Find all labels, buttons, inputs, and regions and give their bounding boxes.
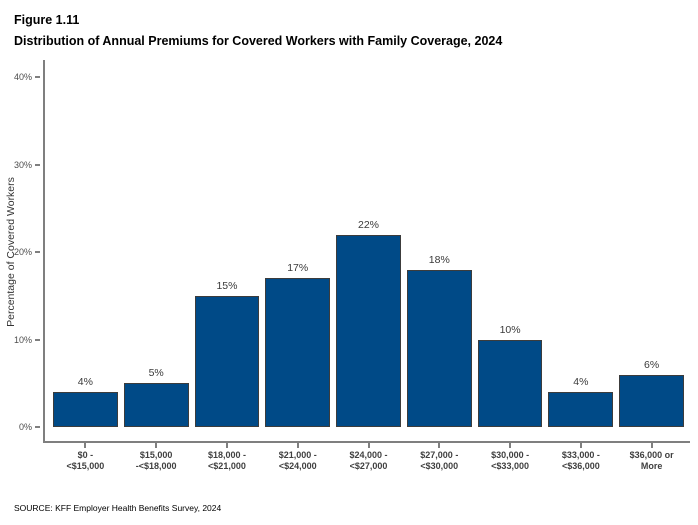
x-tick-mark bbox=[579, 443, 582, 448]
bar-6 bbox=[477, 339, 543, 427]
x-tick-mark bbox=[650, 443, 653, 448]
x-category-7: $33,000 - <$36,000 bbox=[548, 443, 613, 472]
bar-slot-3: 17% bbox=[265, 262, 331, 427]
x-category-label: $0 - <$15,000 bbox=[66, 450, 105, 471]
bar-7 bbox=[548, 392, 614, 427]
y-tick-mark bbox=[35, 163, 40, 166]
y-tick-20%: 20% bbox=[0, 247, 40, 257]
bar-slot-2: 15% bbox=[194, 279, 260, 427]
y-tick-label: 0% bbox=[18, 422, 32, 432]
x-category-3: $21,000 - <$24,000 bbox=[265, 443, 330, 472]
bar-slot-4: 22% bbox=[336, 218, 401, 427]
bar-4 bbox=[336, 234, 401, 427]
y-tick-mark bbox=[35, 426, 40, 428]
y-tick-40%: 40% bbox=[0, 72, 40, 82]
x-category-label: $30,000 - <$33,000 bbox=[491, 450, 530, 471]
x-category-1: $15,000 -<$18,000 bbox=[124, 443, 189, 472]
x-category-label: $15,000 -<$18,000 bbox=[135, 450, 177, 471]
y-tick-label: 40% bbox=[13, 72, 32, 82]
y-tick-label: 10% bbox=[13, 334, 32, 345]
bar-value-label: 18% bbox=[428, 253, 450, 266]
x-category-label: $36,000 or More bbox=[629, 450, 674, 471]
bar-value-label: 10% bbox=[499, 323, 521, 336]
bar-value-label: 15% bbox=[216, 279, 238, 292]
bar-1 bbox=[123, 383, 189, 427]
x-category-4: $24,000 - <$27,000 bbox=[336, 443, 401, 472]
bar-slot-6: 10% bbox=[477, 323, 543, 427]
bar-2 bbox=[194, 295, 260, 427]
y-tick-0%: 0% bbox=[0, 422, 40, 432]
y-tick-label: 30% bbox=[13, 159, 32, 170]
x-category-label: $33,000 - <$36,000 bbox=[561, 450, 600, 471]
x-tick-mark bbox=[367, 443, 370, 448]
bar-slot-5: 18% bbox=[406, 253, 472, 427]
source-note: SOURCE: KFF Employer Health Benefits Sur… bbox=[14, 503, 222, 513]
y-tick-mark bbox=[35, 338, 40, 341]
x-category-label: $18,000 - <$21,000 bbox=[207, 450, 246, 471]
bar-value-label: 4% bbox=[77, 376, 93, 388]
bar-value-label: 5% bbox=[148, 367, 164, 380]
x-tick-mark bbox=[296, 443, 299, 448]
x-category-0: $0 - <$15,000 bbox=[53, 443, 118, 472]
x-category-5: $27,000 - <$30,000 bbox=[407, 443, 472, 472]
x-category-label: $27,000 - <$30,000 bbox=[420, 450, 459, 471]
x-tick-mark bbox=[155, 443, 158, 448]
y-tick-label: 20% bbox=[13, 247, 32, 257]
x-category-6: $30,000 - <$33,000 bbox=[478, 443, 543, 472]
x-axis-labels: $0 - <$15,000 $15,000 -<$18,000 $18,000 - <$2… bbox=[43, 443, 690, 472]
bar-8 bbox=[619, 374, 685, 427]
y-tick-30%: 30% bbox=[0, 160, 40, 170]
plot-wrap: 0% 10% 20% 30% 40% 4% 5% 15% 17% 22% 18% 10% 4% 6% $… bbox=[14, 60, 690, 472]
figure-number: Figure 1.11 bbox=[14, 13, 80, 27]
x-category-8: $36,000 or More bbox=[619, 443, 684, 472]
plot-area: 0% 10% 20% 30% 40% 4% 5% 15% 17% 22% 18% 10% 4% 6% bbox=[14, 60, 690, 443]
x-category-label: $24,000 - <$27,000 bbox=[349, 450, 388, 471]
bar-slot-7: 4% bbox=[548, 376, 614, 427]
x-tick-mark bbox=[438, 443, 441, 448]
bar-slot-8: 6% bbox=[619, 358, 685, 427]
bar-value-label: 17% bbox=[287, 262, 309, 275]
bar-5 bbox=[406, 269, 472, 427]
bar-value-label: 4% bbox=[573, 376, 589, 388]
bars: 4% 5% 15% 17% 22% 18% 10% 4% 6% bbox=[53, 218, 685, 427]
bar-value-label: 6% bbox=[644, 358, 660, 371]
x-tick-mark bbox=[225, 443, 228, 448]
bar-value-label: 22% bbox=[358, 218, 380, 231]
y-axis-ticks: 0% 10% 20% 30% 40% bbox=[14, 60, 690, 441]
y-tick-10%: 10% bbox=[0, 335, 40, 345]
x-tick-mark bbox=[509, 443, 512, 448]
x-tick-mark bbox=[84, 443, 87, 448]
y-tick-mark bbox=[35, 251, 40, 253]
y-tick-mark bbox=[35, 76, 40, 78]
x-category-2: $18,000 - <$21,000 bbox=[195, 443, 260, 472]
bar-slot-0: 4% bbox=[53, 376, 118, 427]
bar-3 bbox=[265, 278, 331, 427]
bar-slot-1: 5% bbox=[123, 367, 189, 427]
x-category-label: $21,000 - <$24,000 bbox=[278, 450, 317, 471]
bar-0 bbox=[53, 392, 118, 427]
figure-title: Distribution of Annual Premiums for Cove… bbox=[14, 34, 503, 48]
